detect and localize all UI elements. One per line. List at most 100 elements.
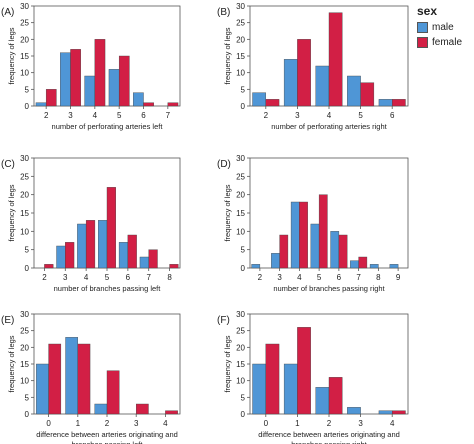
panel-e-xtick-label: 2 [105,419,110,428]
legend-swatch-male [417,22,428,33]
panel-d-ylabel: frequency of legs [223,184,232,241]
panel-e-ytick-label: 0 [25,410,30,419]
panel-c-xtick-label: 5 [105,273,110,282]
panel-f-bar-female-2 [328,377,343,415]
panel-b-bar-male-6 [378,99,393,107]
panel-d-xtick-label: 8 [376,273,381,282]
panel-e-bar-male-1 [65,337,79,415]
panel-d-bar-male-5 [310,223,320,269]
panel-a-bar-female-2 [45,89,57,107]
panel-f-ylabel: frequency of legs [223,335,232,392]
panel-c-xlabel: number of branches passing left [54,284,162,293]
legend-swatch-female [417,37,428,48]
panel-c-bar-male-6 [118,242,129,269]
panel-c-bar-female-2 [44,264,54,269]
panel-d-bar-male-7 [350,260,359,269]
panel-a-xtick-label: 6 [141,111,146,120]
panel-f-xlabel: difference between arteries originating … [258,430,400,439]
panel-e-bar-male-0 [36,363,49,415]
panel-f-bar-male-2 [315,387,330,415]
panel-e-ytick-label: 20 [20,343,29,352]
panel-f-bar-male-1 [283,363,298,415]
panel-c-bar-male-5 [98,220,108,269]
panel-f-xlabel: branches passing right [291,440,367,444]
panel-a-xlabel: number of perforating arteries left [52,122,164,131]
panel-d-ytick-label: 25 [236,172,245,181]
panel-d-ytick-label: 15 [236,209,245,218]
panel-a-bar-male-5 [108,69,120,107]
panel-c-bar-male-4 [77,223,87,269]
panel-e-ytick-label: 5 [25,393,30,402]
panel-d-xtick-label: 2 [258,273,263,282]
panel-f-ytick-label: 15 [236,360,245,369]
panel-e-label: (E) [1,315,14,326]
panel-a-ylabel: frequency of legs [7,27,16,84]
panel-c-bar-female-7 [148,249,158,269]
panel-a-ytick-label: 25 [20,19,29,28]
panel-c-xtick-label: 8 [167,273,172,282]
panel-f-ytick-label: 0 [241,410,246,419]
panel-a-ytick-label: 10 [20,69,29,78]
panel-a-xtick-label: 3 [68,111,73,120]
panel-d-ytick-label: 0 [241,264,246,273]
panel-a-bar-female-5 [118,55,130,107]
panel-e-xtick-label: 0 [46,419,51,428]
panel-d-bar-male-9 [389,264,399,269]
panel-c-bar-female-8 [169,264,179,269]
panel-a-label: (A) [1,7,14,18]
panel-d-bar-male-6 [330,231,340,269]
panel-f-xtick-label: 1 [295,419,300,428]
panel-c-ytick-label: 15 [20,209,29,218]
panel-e-ytick-label: 30 [20,310,29,319]
panel-e-xtick-label: 3 [134,419,139,428]
panel-d-ytick-label: 5 [241,246,246,255]
panel-b-bar-male-2 [252,92,267,107]
panel-c-xtick-label: 6 [126,273,131,282]
panel-b-xtick-label: 5 [358,111,363,120]
panel-b-bar-male-3 [283,59,298,107]
panel-d-xtick-label: 7 [356,273,361,282]
panel-b-ytick-label: 30 [236,2,245,11]
panel-d-ytick-label: 30 [236,154,245,163]
panel-d-bar-male-3 [271,253,280,269]
panel-f-bar-male-0 [252,363,267,415]
panel-b-xtick-label: 4 [327,111,332,120]
panel-d-bar-male-8 [369,264,379,269]
panel-e-bar-female-2 [106,370,120,415]
panel-d-bar-female-5 [318,194,328,269]
panel-e-bar-female-3 [135,403,149,415]
panel-f-xtick-label: 0 [264,419,269,428]
panel-d-bar-female-7 [358,256,368,269]
legend-item-female: female [417,35,462,50]
panel-c-bar-male-7 [139,256,149,269]
panel-a-xtick-label: 4 [93,111,98,120]
panel-b-ytick-label: 10 [236,69,245,78]
panel-f-ytick-label: 5 [241,393,246,402]
panel-b-bar-female-2 [265,99,280,107]
panel-d-bar-female-6 [338,234,348,269]
panel-e-ytick-label: 10 [20,377,29,386]
panel-e-ytick-label: 25 [20,327,29,336]
panel-c-ytick-label: 20 [20,191,29,200]
panel-b-xtick-label: 3 [295,111,300,120]
panel-a-xtick-label: 2 [44,111,49,120]
panel-b-ytick-label: 5 [241,85,246,94]
panel-b-bar-female-3 [297,39,311,107]
panel-a-ytick-label: 5 [25,85,30,94]
panel-f-ytick-label: 30 [236,310,245,319]
panel-c-ytick-label: 30 [20,154,29,163]
panel-d-label: (D) [217,159,231,170]
panel-b-bar-male-5 [347,75,361,107]
panel-e-bar-male-2 [94,403,108,415]
panel-d-xtick-label: 3 [277,273,282,282]
legend-title: sex [417,4,438,18]
panel-d-xtick-label: 4 [297,273,302,282]
panel-c-ytick-label: 10 [20,227,29,236]
panel-f-bar-female-0 [265,343,280,415]
panel-a-ytick-label: 15 [20,52,29,61]
panel-b-xtick-label: 6 [390,111,395,120]
panel-c-bar-female-3 [65,242,75,269]
panel-c-bar-female-4 [85,220,96,269]
panel-b-ytick-label: 0 [241,102,246,111]
panel-a-xtick-label: 7 [166,111,171,120]
